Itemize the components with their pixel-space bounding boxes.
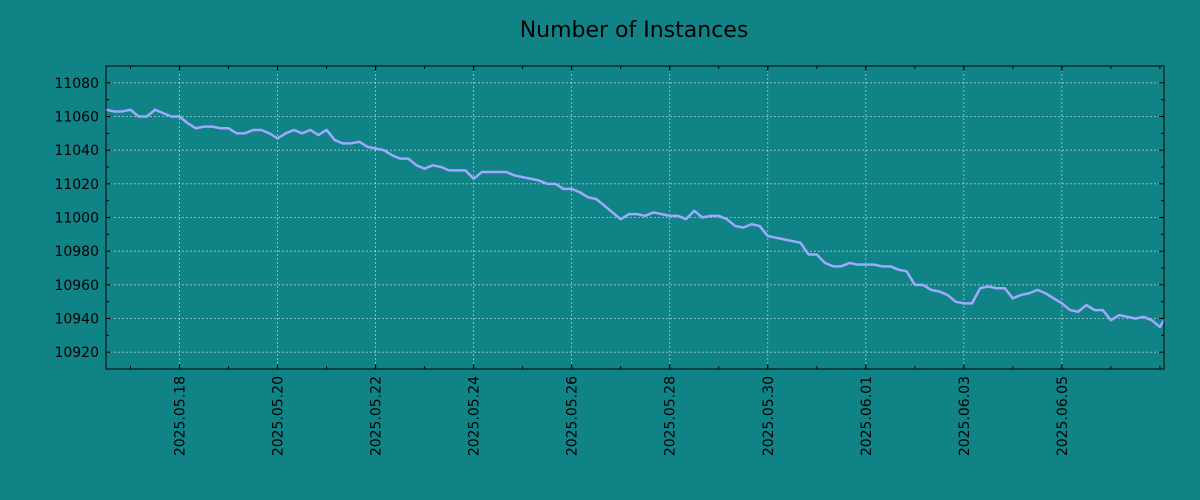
x-tick-label: 2025.05.18 <box>173 376 189 456</box>
x-tick-label: 2025.06.01 <box>859 376 875 456</box>
y-tick-labels: 10920 10940 10960 10980 11000 11020 11040 11060… <box>54 76 99 361</box>
y-tick-label: 10960 <box>54 278 99 294</box>
x-tick-label: 2025.06.03 <box>957 376 973 456</box>
chart-title: Number of Instances <box>520 18 749 43</box>
grid-lines <box>106 66 1164 369</box>
x-tick-label: 2025.05.30 <box>761 376 777 456</box>
y-tick-label: 10980 <box>54 244 99 260</box>
y-tick-label: 11020 <box>54 177 99 193</box>
x-tick-label: 2025.05.28 <box>663 376 679 456</box>
y-tick-label: 10940 <box>54 312 99 328</box>
x-tick-label: 2025.06.05 <box>1055 376 1071 456</box>
axes-frame <box>105 65 1165 370</box>
x-tick-label: 2025.05.20 <box>271 376 287 456</box>
y-tick-label: 11080 <box>54 76 99 92</box>
series-line <box>104 108 1166 329</box>
x-tick-label: 2025.05.26 <box>565 376 581 456</box>
x-tick-labels: 2025.05.18 2025.05.20 2025.05.22 2025.05.24… <box>173 376 1071 456</box>
x-tick-label: 2025.05.22 <box>369 376 385 456</box>
y-tick-label: 11040 <box>54 143 99 159</box>
y-tick-label: 11060 <box>54 110 99 126</box>
y-tick-label: 11000 <box>54 211 99 227</box>
x-tick-label: 2025.05.24 <box>467 376 483 456</box>
y-tick-label: 10920 <box>54 345 99 361</box>
